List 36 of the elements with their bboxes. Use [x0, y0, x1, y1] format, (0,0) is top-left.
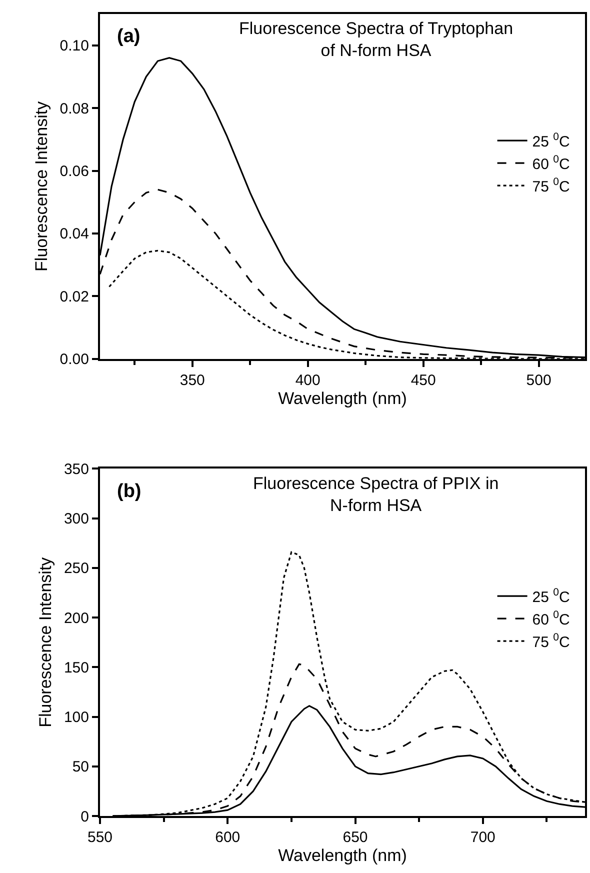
- y-tick-label: 0.02: [60, 288, 89, 306]
- x-axis-title: Wavelength (nm): [278, 388, 407, 408]
- y-tick-label: 250: [64, 560, 89, 578]
- x-tick-label: 350: [180, 372, 205, 389]
- x-tick-label: 700: [470, 829, 496, 846]
- legend-label: 25 $^{0}$C: [532, 131, 570, 150]
- annotation: (a): [117, 26, 140, 47]
- x-tick-label: 650: [342, 829, 368, 846]
- y-tick-label: 0.10: [60, 38, 89, 55]
- y-tick-label: 0: [80, 808, 89, 826]
- y-tick-label: 50: [72, 758, 89, 776]
- y-tick-label: 150: [64, 659, 89, 676]
- legend-label: 75 $^{0}$C: [532, 632, 570, 651]
- x-tick-label: 450: [410, 372, 436, 389]
- y-axis-title: Fluorescence Intensity: [36, 556, 56, 728]
- x-tick-label: 500: [526, 372, 552, 389]
- x-tick-label: 550: [87, 829, 113, 846]
- legend-label: 25 $^{0}$C: [532, 586, 570, 606]
- x-tick-label: 400: [295, 372, 320, 389]
- y-tick-label: 0.06: [60, 163, 89, 180]
- legend-label: 60 $^{0}$C: [532, 154, 570, 173]
- y-axis-title: Fluorescence Intensity: [32, 100, 51, 272]
- x-axis-title: Wavelength (nm): [278, 846, 407, 865]
- x-tick-label: 600: [215, 829, 240, 846]
- y-tick-label: 350: [64, 460, 89, 478]
- y-tick-label: 0.08: [60, 100, 89, 118]
- legend-label: 60 $^{0}$C: [532, 609, 570, 628]
- y-tick-label: 0.00: [60, 351, 89, 368]
- y-tick-label: 0.04: [60, 226, 89, 243]
- y-tick-label: 200: [64, 610, 89, 627]
- annotation: (b): [117, 481, 142, 502]
- legend-label: 75 $^{0}$C: [532, 176, 570, 196]
- y-tick-label: 100: [64, 709, 89, 726]
- y-tick-label: 300: [64, 510, 89, 528]
- text: Fluorescence Spectra of PPIX in N-form HSA: [253, 474, 499, 516]
- text: Fluorescence Spectra of Tryptophan of N-form HSA: [239, 19, 514, 60]
